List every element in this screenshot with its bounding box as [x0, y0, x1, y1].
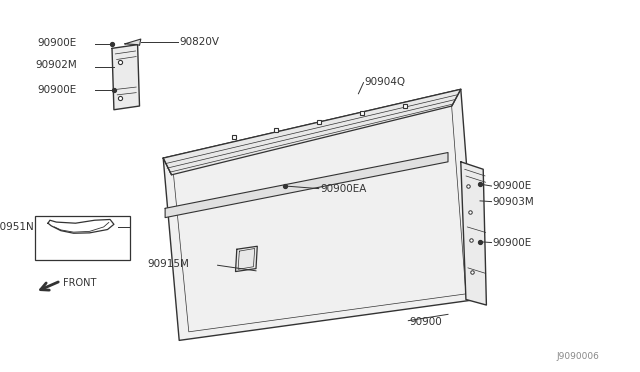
Text: 90900E: 90900E	[38, 38, 77, 48]
Polygon shape	[112, 45, 140, 110]
Polygon shape	[163, 89, 477, 340]
Text: 90900E: 90900E	[493, 181, 532, 191]
Text: 90900E: 90900E	[493, 238, 532, 247]
Text: 90902M: 90902M	[35, 60, 77, 70]
Text: 90904Q: 90904Q	[365, 77, 406, 87]
Text: J9090006: J9090006	[557, 352, 600, 361]
Text: 90903M: 90903M	[493, 197, 534, 206]
Text: 90915M: 90915M	[147, 259, 189, 269]
Polygon shape	[125, 39, 141, 45]
Text: 90900: 90900	[410, 317, 442, 327]
Text: 90820V: 90820V	[179, 37, 219, 46]
Polygon shape	[236, 246, 257, 272]
Polygon shape	[165, 153, 448, 218]
Text: 90900E: 90900E	[38, 85, 77, 95]
Polygon shape	[163, 89, 461, 175]
Text: 90900EA: 90900EA	[320, 184, 366, 193]
Text: 80951N: 80951N	[0, 222, 34, 232]
Bar	[35, 216, 130, 260]
Text: FRONT: FRONT	[63, 279, 96, 288]
Polygon shape	[461, 162, 486, 305]
